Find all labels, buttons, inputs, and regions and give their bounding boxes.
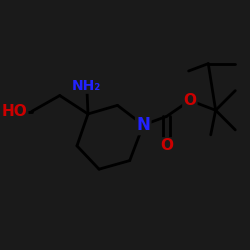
Text: N: N [136,116,150,134]
Text: HO: HO [2,104,27,119]
Text: O: O [160,138,173,153]
Text: O: O [183,93,196,108]
Text: NH₂: NH₂ [72,79,102,93]
